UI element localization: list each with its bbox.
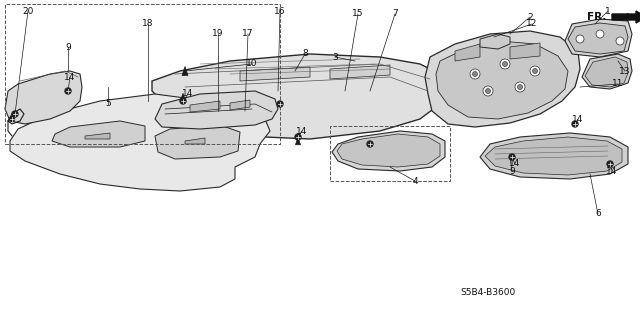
Text: 4: 4	[412, 176, 418, 186]
Text: 1: 1	[605, 6, 611, 16]
Text: 15: 15	[352, 10, 364, 19]
Polygon shape	[480, 133, 628, 179]
Circle shape	[502, 62, 508, 66]
FancyArrow shape	[612, 11, 640, 23]
Text: 8: 8	[302, 49, 308, 58]
Text: 3: 3	[332, 53, 338, 62]
Polygon shape	[568, 23, 628, 54]
Circle shape	[367, 141, 373, 147]
Polygon shape	[296, 137, 301, 145]
Text: 14: 14	[182, 90, 194, 99]
Text: 14: 14	[572, 115, 584, 123]
Text: 14: 14	[509, 160, 521, 168]
Circle shape	[515, 82, 525, 92]
Text: 10: 10	[246, 60, 258, 69]
Circle shape	[277, 101, 283, 107]
Polygon shape	[425, 31, 580, 127]
Text: S5B4-B3600: S5B4-B3600	[460, 288, 515, 297]
Text: 17: 17	[243, 29, 253, 39]
Circle shape	[180, 98, 186, 104]
Circle shape	[486, 88, 490, 93]
Polygon shape	[337, 134, 440, 167]
Circle shape	[483, 86, 493, 96]
Circle shape	[65, 88, 71, 94]
Circle shape	[532, 69, 538, 73]
Circle shape	[12, 111, 18, 117]
Polygon shape	[52, 121, 145, 147]
Circle shape	[509, 154, 515, 160]
Circle shape	[472, 71, 477, 77]
Text: 13: 13	[620, 66, 631, 76]
Text: 6: 6	[595, 210, 601, 219]
Polygon shape	[155, 125, 240, 159]
Polygon shape	[240, 67, 310, 81]
Polygon shape	[436, 41, 568, 119]
Polygon shape	[10, 94, 270, 191]
Polygon shape	[585, 57, 628, 87]
Polygon shape	[455, 44, 480, 61]
Text: 2: 2	[527, 12, 533, 21]
Text: 19: 19	[212, 29, 224, 39]
Text: 18: 18	[142, 19, 154, 28]
Circle shape	[572, 121, 578, 127]
Polygon shape	[185, 138, 205, 144]
Text: 5: 5	[105, 100, 111, 108]
Circle shape	[10, 116, 15, 122]
Circle shape	[470, 69, 480, 79]
Polygon shape	[480, 34, 510, 49]
Text: 11: 11	[612, 79, 624, 88]
Polygon shape	[332, 131, 445, 171]
Circle shape	[295, 134, 301, 140]
Polygon shape	[565, 19, 632, 57]
Text: FR.: FR.	[587, 12, 606, 22]
Polygon shape	[485, 137, 622, 175]
Text: 9: 9	[65, 42, 71, 51]
Circle shape	[596, 30, 604, 38]
Polygon shape	[152, 54, 445, 139]
Polygon shape	[180, 93, 186, 101]
Polygon shape	[155, 91, 278, 129]
Text: 12: 12	[526, 19, 538, 28]
Polygon shape	[582, 54, 632, 89]
Circle shape	[576, 35, 584, 43]
Polygon shape	[5, 71, 82, 124]
Polygon shape	[85, 133, 110, 139]
Bar	[5, 4, 280, 144]
Text: 14: 14	[296, 127, 308, 136]
Polygon shape	[330, 65, 390, 79]
Circle shape	[616, 37, 624, 45]
Circle shape	[500, 59, 510, 69]
Polygon shape	[182, 66, 188, 76]
Circle shape	[530, 66, 540, 76]
Text: 20: 20	[22, 6, 34, 16]
Text: 7: 7	[392, 10, 398, 19]
Text: 14: 14	[64, 72, 76, 81]
Polygon shape	[230, 100, 250, 110]
Circle shape	[607, 161, 613, 167]
Polygon shape	[510, 43, 540, 59]
Bar	[330, 126, 450, 181]
Text: 9: 9	[509, 167, 515, 175]
Text: 16: 16	[275, 6, 285, 16]
Polygon shape	[190, 101, 220, 112]
Circle shape	[518, 85, 522, 90]
Text: 14: 14	[606, 167, 618, 175]
